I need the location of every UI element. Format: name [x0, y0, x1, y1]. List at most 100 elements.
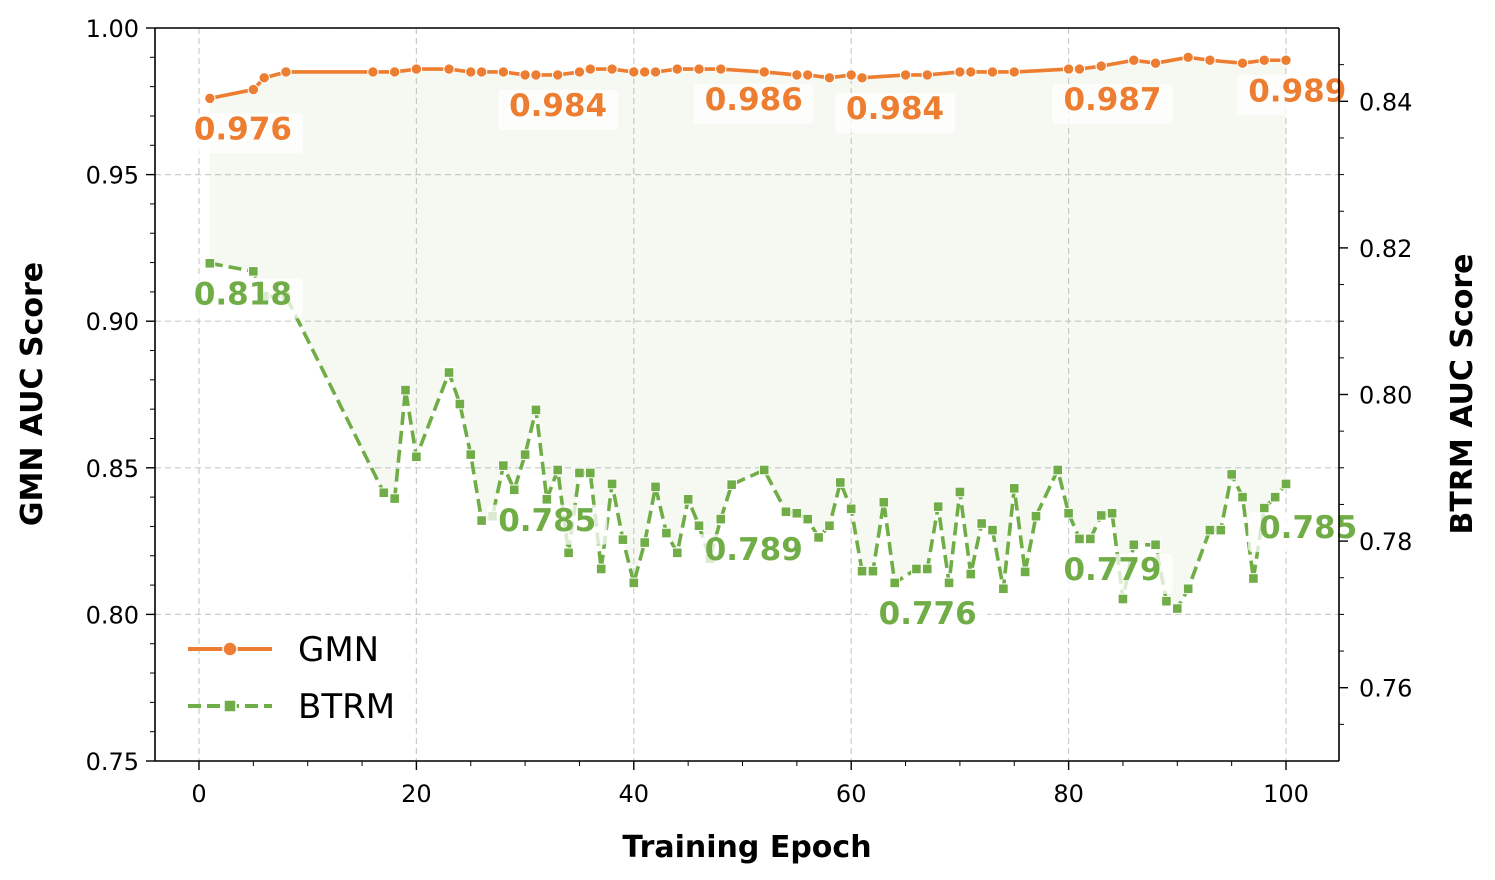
annotation-box — [182, 113, 303, 154]
data-point-btrm — [661, 527, 672, 539]
data-point-btrm — [639, 537, 650, 548]
data-point-btrm — [867, 565, 879, 577]
data-point-btrm — [1095, 510, 1107, 521]
data-point-btrm — [889, 577, 900, 589]
annotation-label-btrm: 0.785 — [498, 503, 596, 539]
data-point-gmn — [693, 63, 705, 75]
data-point-btrm — [802, 513, 814, 525]
data-point-gmn — [204, 92, 216, 105]
data-point-btrm — [248, 266, 259, 277]
data-point-gmn — [638, 66, 651, 78]
data-point-btrm — [1019, 566, 1031, 578]
data-point-gmn — [443, 63, 455, 75]
y-left-tick-label: 0.85 — [86, 455, 139, 483]
data-point-gmn — [802, 69, 814, 81]
data-point-btrm — [1182, 583, 1194, 595]
annotation-layer: 0.976 0.984 0.986 0.984 0.987 0.989 0.818 0.785… — [182, 73, 1369, 638]
data-point-btrm — [1128, 539, 1140, 551]
x-tick-label: 100 — [1263, 780, 1309, 808]
y-left-tick-label: 0.75 — [86, 748, 139, 776]
annotation-label-gmn: 0.976 — [194, 111, 292, 147]
data-point-btrm — [574, 467, 585, 479]
data-point-btrm — [824, 520, 835, 532]
data-point-btrm — [845, 503, 857, 515]
axes-layer: 0 20 40 60 80 100 0.75 0.80 0.85 0.90 0.95 1.00 0.76… — [86, 15, 1413, 808]
data-point-gmn — [465, 66, 477, 78]
data-point-btrm — [943, 577, 955, 589]
annotation-box — [867, 597, 988, 638]
annotation-box — [1237, 75, 1358, 116]
data-point-gmn — [671, 63, 683, 75]
data-point-btrm — [1204, 524, 1216, 536]
data-point-btrm — [780, 506, 792, 518]
legend-gmn-marker — [222, 641, 238, 657]
data-point-btrm — [595, 563, 607, 575]
data-point-gmn — [921, 69, 933, 81]
data-point-gmn — [628, 66, 640, 78]
data-point-btrm — [519, 449, 531, 460]
data-point-btrm — [552, 464, 564, 476]
data-point-gmn — [388, 66, 401, 78]
data-point-btrm — [965, 568, 977, 580]
data-point-btrm — [835, 477, 846, 488]
x-axis-title: Training Epoch — [622, 830, 871, 865]
data-point-btrm — [617, 534, 629, 545]
data-point-gmn — [715, 63, 727, 75]
y-axis-left-title: GMN AUC Score — [15, 262, 50, 526]
data-point-btrm — [1280, 478, 1292, 490]
y-right-tick-label: 0.80 — [1359, 382, 1412, 410]
data-point-btrm — [878, 496, 890, 508]
data-point-btrm — [508, 484, 520, 496]
series-layer — [204, 51, 1292, 614]
x-tick-label: 80 — [1053, 780, 1084, 808]
data-point-btrm — [1150, 539, 1161, 551]
data-point-btrm — [671, 547, 683, 559]
data-point-btrm — [856, 565, 868, 577]
data-point-gmn — [899, 69, 912, 81]
data-point-btrm — [1215, 524, 1227, 536]
data-point-btrm — [1052, 464, 1064, 476]
annotation-label-btrm: 0.785 — [1259, 510, 1357, 546]
annotation-label-btrm: 0.779 — [1063, 552, 1161, 588]
data-point-gmn — [280, 66, 292, 78]
data-point-gmn — [1280, 54, 1292, 66]
data-point-btrm — [921, 563, 933, 575]
data-point-btrm — [541, 494, 553, 505]
data-point-gmn — [856, 72, 868, 84]
data-point-gmn — [986, 66, 999, 78]
data-point-btrm — [998, 583, 1009, 595]
y-axis-right-title: BTRM AUC Score — [1445, 254, 1480, 535]
data-point-gmn — [258, 72, 270, 84]
data-point-btrm — [1008, 483, 1020, 494]
annotation-label-gmn: 0.986 — [705, 82, 803, 118]
data-point-btrm — [1269, 491, 1281, 503]
y-right-tick-label: 0.78 — [1359, 528, 1412, 556]
data-point-btrm — [498, 460, 509, 471]
data-point-gmn — [649, 66, 662, 78]
data-point-btrm — [715, 513, 727, 525]
data-point-gmn — [954, 66, 966, 78]
annotation-box — [498, 89, 619, 130]
y-right-tick-label: 0.84 — [1359, 88, 1412, 116]
data-point-btrm — [1030, 510, 1042, 522]
data-point-btrm — [758, 464, 770, 476]
data-point-btrm — [932, 501, 944, 512]
annotation-label-btrm: 0.776 — [879, 596, 977, 632]
data-point-btrm — [204, 257, 216, 269]
y-left-tick-label: 0.95 — [86, 162, 139, 190]
x-tick-label: 40 — [619, 780, 650, 808]
y-right-tick-label: 0.82 — [1359, 235, 1412, 263]
data-point-gmn — [965, 66, 977, 78]
data-point-btrm — [693, 520, 705, 532]
data-point-gmn — [584, 63, 597, 75]
data-point-btrm — [606, 478, 618, 490]
data-point-btrm — [1226, 469, 1237, 480]
data-point-btrm — [976, 518, 987, 529]
data-point-gmn — [845, 69, 857, 81]
data-point-gmn — [552, 69, 564, 81]
annotation-box — [693, 84, 814, 125]
data-point-gmn — [475, 66, 488, 78]
data-point-btrm — [987, 524, 998, 536]
annotation-label-gmn: 0.989 — [1248, 73, 1346, 109]
